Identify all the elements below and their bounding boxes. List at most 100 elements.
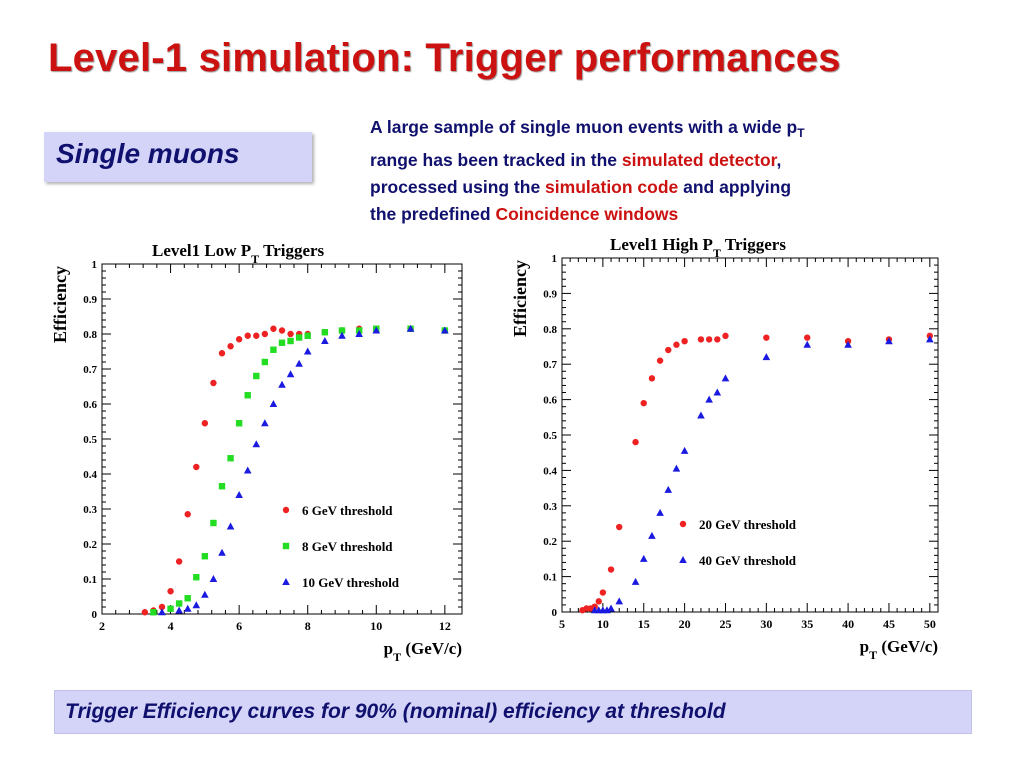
low-title: Level1 Low PT Triggers	[152, 241, 325, 266]
low-point	[253, 332, 260, 339]
high-legend-marker-1	[679, 520, 687, 528]
low-legend-label-2: 8 GeV threshold	[302, 539, 393, 554]
high-point	[714, 336, 721, 343]
high-point	[721, 374, 730, 382]
intro-pt-subscript: T	[797, 126, 805, 140]
low-point	[201, 553, 209, 560]
high-point	[631, 577, 640, 585]
low-xtick-label: 12	[439, 619, 451, 633]
high-point	[656, 508, 664, 516]
low-point	[270, 325, 277, 332]
high-point	[804, 334, 811, 341]
single-muons-label: Single muons	[56, 138, 240, 169]
low-point	[218, 548, 226, 556]
low-point	[175, 558, 183, 565]
high-point	[648, 375, 656, 382]
low-pt-trigger-chart: Level1 Low PT Triggers 0 0.1 0.2 0.3 0.4 0.5 0.…	[50, 241, 463, 664]
high-point	[763, 334, 770, 341]
high-point	[632, 438, 639, 446]
high-ytick-label: 0.7	[543, 359, 557, 371]
high-point	[762, 353, 771, 361]
high-point	[640, 399, 647, 407]
high-ytick-label: 0	[552, 607, 558, 619]
low-point	[243, 466, 252, 474]
low-point	[252, 440, 261, 448]
intro-text-5: and applying	[678, 177, 792, 197]
high-point	[722, 332, 729, 340]
low-legend-label-1: 6 GeV threshold	[302, 503, 393, 518]
low-point	[441, 326, 449, 334]
low-ytick-label: 0.5	[83, 434, 97, 446]
low-point	[295, 334, 303, 341]
low-legend-marker-2	[282, 542, 290, 550]
low-xtick-label: 4	[168, 619, 174, 633]
high-point	[603, 606, 611, 614]
low-point	[158, 603, 166, 611]
low-point	[278, 380, 286, 388]
low-point	[210, 519, 217, 527]
low-point	[235, 491, 243, 498]
high-pt-trigger-chart: Level1 High PT Triggers 0 0.1 0.2 0.3 0.4 0.5 0…	[510, 235, 939, 662]
low-xtick-label: 8	[305, 619, 311, 633]
low-point	[269, 400, 278, 407]
low-point	[210, 379, 217, 387]
low-point	[141, 609, 149, 616]
low-point	[227, 343, 234, 350]
intro-highlight-windows: Coincidence windows	[495, 204, 679, 224]
slide-title: Level-1 simulation: Trigger performances	[48, 36, 841, 80]
high-point	[616, 523, 623, 531]
low-ytick-label: 0	[92, 609, 98, 621]
high-legend-label-1: 20 GeV threshold	[699, 517, 797, 532]
caption-box: Trigger Efficiency curves for 90% (nomin…	[54, 690, 972, 734]
low-point	[226, 522, 235, 530]
high-ytick-label: 0.4	[543, 465, 557, 477]
high-point	[595, 598, 602, 605]
high-point	[705, 336, 713, 343]
high-ytick-label: 0.1	[543, 572, 557, 584]
high-point	[713, 388, 722, 396]
low-point	[167, 588, 174, 595]
low-series-1	[141, 325, 449, 616]
low-point	[287, 337, 294, 345]
low-point	[175, 600, 183, 607]
low-series-3	[158, 324, 449, 616]
low-xtick-label: 6	[236, 619, 242, 633]
low-ytick-label: 0.2	[83, 539, 97, 551]
low-point	[338, 327, 346, 334]
high-xtick-label: 5	[559, 617, 565, 631]
high-point	[926, 335, 934, 343]
low-point	[304, 332, 311, 339]
low-point	[201, 420, 209, 427]
single-muons-box: Single muons	[44, 132, 312, 182]
high-point	[697, 411, 705, 419]
low-point	[406, 324, 415, 332]
low-point	[184, 595, 191, 602]
high-ytick-label: 0.3	[543, 501, 557, 513]
low-point	[261, 358, 269, 366]
low-series-2	[150, 325, 449, 616]
low-ytick-label: 0.6	[83, 399, 97, 411]
low-point	[201, 590, 209, 598]
low-point	[287, 330, 294, 338]
high-xtick-label: 15	[638, 617, 650, 631]
low-point	[321, 329, 329, 336]
intro-paragraph: A large sample of single muon events wit…	[370, 114, 950, 228]
low-ylabel: Efficiency	[50, 266, 70, 343]
low-point	[303, 347, 312, 355]
high-legend-label-2: 40 GeV threshold	[699, 553, 797, 568]
low-point	[150, 609, 157, 616]
high-point	[885, 337, 893, 345]
high-xlabel: pT (GeV/c)	[860, 637, 938, 662]
low-xlabel: pT (GeV/c)	[384, 639, 462, 664]
high-point	[639, 554, 648, 562]
low-point	[278, 339, 286, 346]
intro-highlight-detector: simulated detector	[621, 150, 777, 170]
high-xtick-label: 35	[801, 617, 813, 631]
caption-text: Trigger Efficiency curves for 90% (nomin…	[65, 700, 726, 723]
low-point	[218, 483, 226, 490]
high-xtick-label: 10	[597, 617, 609, 631]
low-point	[286, 370, 295, 378]
intro-highlight-code: simulation code	[545, 177, 679, 197]
high-point	[681, 337, 688, 345]
high-point	[648, 531, 656, 539]
